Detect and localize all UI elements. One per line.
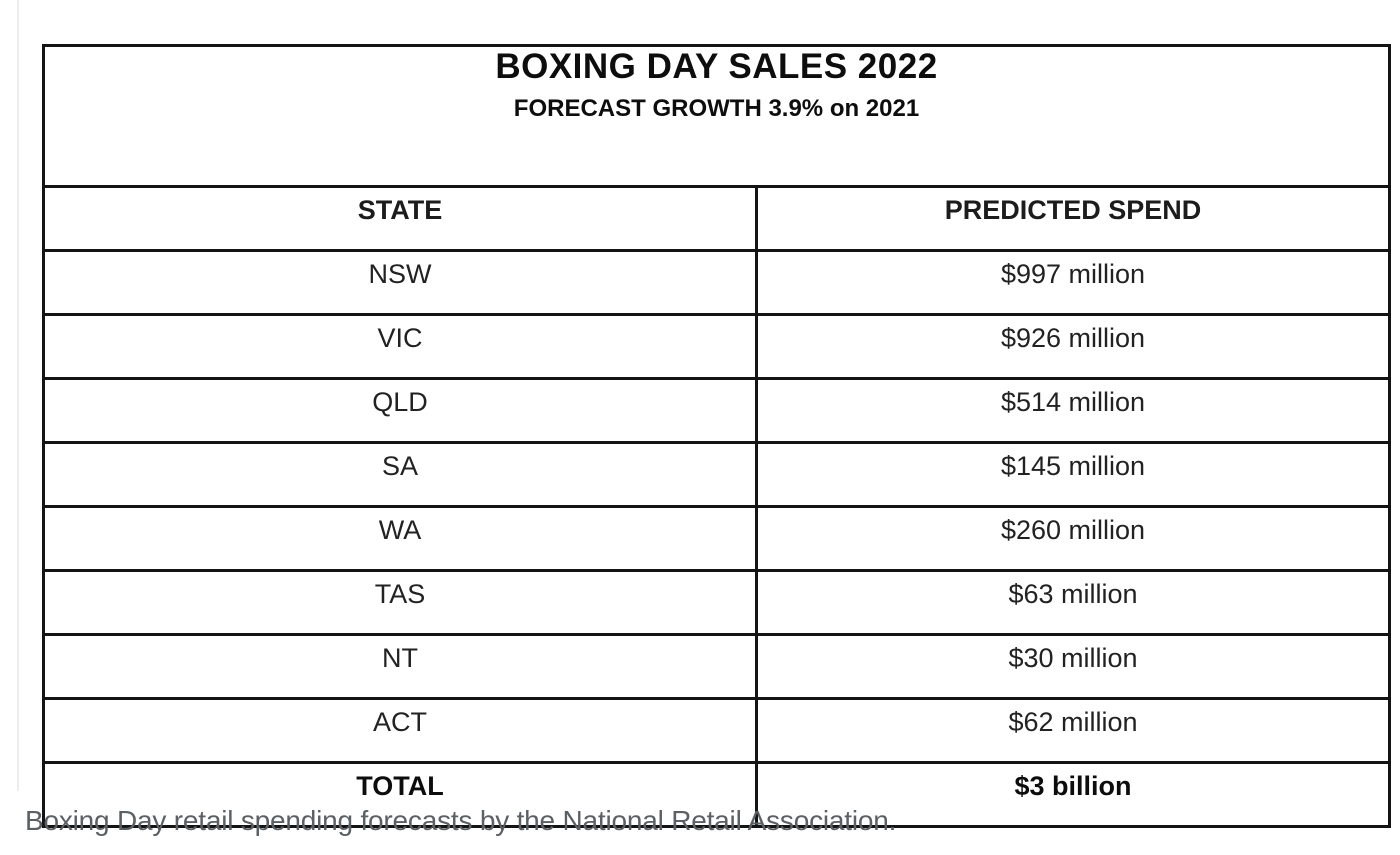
table-subtitle: FORECAST GROWTH 3.9% on 2021	[513, 95, 920, 122]
table-body: NSW $997 million VIC $926 million QLD $514 mi…	[42, 249, 1391, 764]
state-cell: ACT	[42, 697, 758, 764]
state-cell: SA	[42, 441, 758, 508]
table-title: BOXING DAY SALES 2022	[495, 47, 938, 86]
table-row: WA $260 million	[42, 505, 1391, 572]
state-cell: NSW	[42, 249, 758, 316]
state-cell: QLD	[42, 377, 758, 444]
state-cell: VIC	[42, 313, 758, 380]
column-header-state: STATE	[42, 185, 758, 252]
table-total-row: TOTAL $3 billion	[42, 761, 1391, 828]
state-cell: WA	[42, 505, 758, 572]
spend-cell: $145 million	[755, 441, 1391, 508]
table-row: NSW $997 million	[42, 249, 1391, 316]
state-cell: TAS	[42, 569, 758, 636]
column-header-predicted-spend: PREDICTED SPEND	[755, 185, 1391, 252]
table-header-row: STATE PREDICTED SPEND	[42, 185, 1391, 252]
table-row: TAS $63 million	[42, 569, 1391, 636]
table-title-row: BOXING DAY SALES 2022 FORECAST GROWTH 3.…	[42, 44, 1391, 188]
figure-left-edge	[17, 0, 19, 791]
table-row: NT $30 million	[42, 633, 1391, 700]
total-label-cell: TOTAL	[42, 761, 758, 828]
spend-cell: $260 million	[755, 505, 1391, 572]
table-row: SA $145 million	[42, 441, 1391, 508]
spend-cell: $63 million	[755, 569, 1391, 636]
spend-cell: $926 million	[755, 313, 1391, 380]
table-row: VIC $926 million	[42, 313, 1391, 380]
figure-caption: Boxing Day retail spending forecasts by …	[25, 805, 897, 836]
spend-cell: $514 million	[755, 377, 1391, 444]
table-row: QLD $514 million	[42, 377, 1391, 444]
state-cell: NT	[42, 633, 758, 700]
table-row: ACT $62 million	[42, 697, 1391, 764]
spend-cell: $997 million	[755, 249, 1391, 316]
spend-cell: $30 million	[755, 633, 1391, 700]
total-value-cell: $3 billion	[755, 761, 1391, 828]
boxing-day-sales-table: BOXING DAY SALES 2022 FORECAST GROWTH 3.…	[42, 44, 1391, 828]
spend-cell: $62 million	[755, 697, 1391, 764]
table-title-cell: BOXING DAY SALES 2022 FORECAST GROWTH 3.…	[42, 44, 1391, 188]
